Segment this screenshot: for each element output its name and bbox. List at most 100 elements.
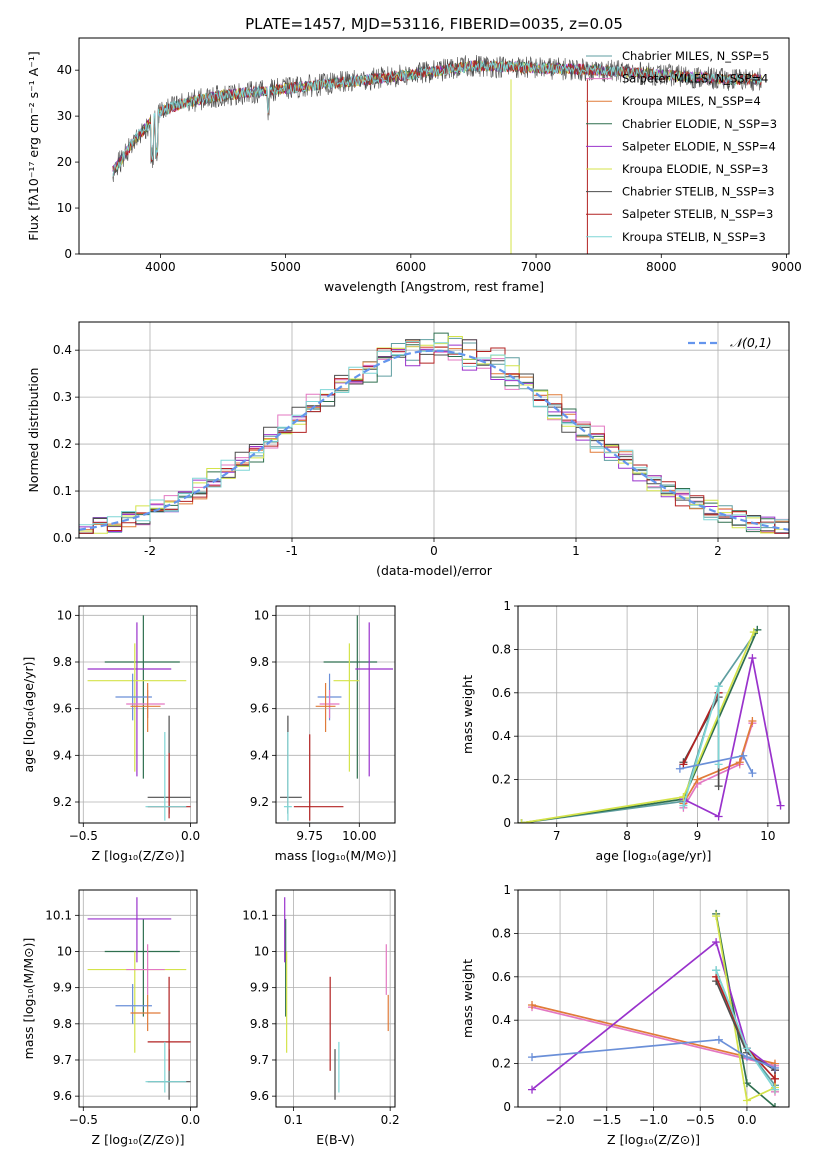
legend-label: 𝒩(0,1) bbox=[730, 335, 772, 350]
y-axis-label: mass [log₁₀(M/M⊙)] bbox=[21, 938, 36, 1060]
weight-marker bbox=[712, 912, 721, 921]
y-tick-label: 0.2 bbox=[492, 773, 511, 787]
y-tick-label: 10 bbox=[57, 608, 72, 622]
x-axis-label: E(B-V) bbox=[316, 1132, 355, 1147]
x-tick-label: 2 bbox=[714, 544, 722, 558]
weight-marker bbox=[528, 1001, 537, 1010]
y-tick-label: 9.9 bbox=[53, 981, 72, 995]
y-tick-label: 10 bbox=[254, 944, 269, 958]
x-tick-label: 10.00 bbox=[342, 829, 376, 843]
x-axis-label: age [log₁₀(age/yr)] bbox=[596, 848, 712, 863]
legend-label: Salpeter ELODIE, N_SSP=4 bbox=[622, 139, 776, 153]
weight-marker bbox=[770, 1063, 779, 1072]
y-axis-label: Normed distribution bbox=[26, 368, 41, 493]
weight-marker bbox=[675, 764, 684, 773]
weight-line bbox=[683, 657, 782, 818]
y-tick-label: 40 bbox=[57, 63, 72, 77]
y-tick-label: 9.8 bbox=[250, 1017, 269, 1031]
x-tick-label: 7000 bbox=[521, 260, 552, 274]
weight-marker bbox=[735, 758, 744, 767]
weight-marker bbox=[742, 1044, 751, 1053]
residuals-histogram: -2 -1 0 1 2 0.0 0.1 0.2 0.3 0.4 (data-model)/error… bbox=[26, 321, 790, 578]
weight-marker bbox=[518, 819, 526, 823]
plot-area bbox=[112, 54, 762, 254]
weight-marker bbox=[714, 1035, 723, 1044]
weight-marker bbox=[742, 1096, 751, 1105]
y-tick-label: 9.6 bbox=[250, 1089, 269, 1103]
x-tick-label: 8000 bbox=[646, 260, 677, 274]
y-tick-label: 0.8 bbox=[492, 926, 511, 940]
legend-label: Chabrier MILES, N_SSP=5 bbox=[622, 49, 769, 63]
x-axis-label: Z [log₁₀(Z/Z⊙)] bbox=[607, 1132, 700, 1147]
axes-frame bbox=[517, 605, 790, 824]
x-tick-label: 0.1 bbox=[284, 1113, 303, 1127]
y-tick-label: 0.4 bbox=[492, 729, 511, 743]
x-tick-label: −2.0 bbox=[545, 1113, 574, 1127]
x-tick-label: 10 bbox=[760, 829, 775, 843]
weight-marker bbox=[748, 717, 757, 726]
weight-marker bbox=[712, 966, 721, 975]
legend: Chabrier MILES, N_SSP=5 Salpeter MILES, N… bbox=[586, 49, 777, 244]
weight-marker bbox=[770, 1085, 779, 1094]
y-tick-label: 0 bbox=[503, 1100, 511, 1114]
y-tick-label: 0.1 bbox=[53, 484, 72, 498]
spectrum-chart: 4000 5000 6000 7000 8000 9000 0 10 20 30 40 wavelen… bbox=[26, 37, 802, 294]
weight-marker bbox=[714, 682, 723, 691]
x-tick-label: 9.75 bbox=[296, 829, 323, 843]
weight-marker bbox=[770, 1074, 779, 1083]
legend-label: Chabrier STELIB, N_SSP=3 bbox=[622, 185, 774, 199]
weight-marker bbox=[693, 775, 702, 784]
y-axis-label: Flux [fλ10⁻¹⁷ erg cm⁻² s⁻¹ A⁻¹] bbox=[26, 51, 41, 240]
y-tick-label: 9.8 bbox=[53, 1017, 72, 1031]
legend-label: Chabrier ELODIE, N_SSP=3 bbox=[622, 117, 777, 131]
y-tick-label: 0.6 bbox=[492, 970, 511, 984]
age-vs-mass-chart: 9.75 10.00 9.2 9.4 9.6 9.8 10 mass [log₁₀(M/M⊙)… bbox=[250, 605, 397, 863]
weight-marker bbox=[748, 654, 757, 663]
x-tick-label: −1.0 bbox=[639, 1113, 668, 1127]
plot-area bbox=[87, 897, 191, 1100]
axes-frame bbox=[275, 605, 396, 824]
y-tick-label: 10 bbox=[57, 201, 72, 215]
weight-marker bbox=[679, 801, 688, 810]
legend-label: Salpeter MILES, N_SSP=4 bbox=[622, 72, 768, 86]
x-tick-label: −0.5 bbox=[69, 829, 98, 843]
y-tick-label: 9.4 bbox=[53, 748, 72, 762]
legend-label: Salpeter STELIB, N_SSP=3 bbox=[622, 207, 773, 221]
y-tick-label: 10 bbox=[254, 608, 269, 622]
mass-vs-metallicity-chart: −0.5 0.0 9.6 9.7 9.8 9.9 10 10.1 Z [log₁₀(Z/Z⊙)]… bbox=[21, 889, 200, 1147]
x-tick-label: 5000 bbox=[270, 260, 301, 274]
massweight-vs-age-chart: 7 8 9 10 0 0.2 0.4 0.6 0.8 1 age [log₁₀(age/yr)] ma… bbox=[460, 599, 790, 863]
massweight-vs-metallicity-chart: −2.0 −1.5 −1.0 −0.5 0.0 0 0.2 0.4 0.6 0.8 1 Z [log₁… bbox=[460, 883, 790, 1147]
legend-label: Kroupa ELODIE, N_SSP=3 bbox=[622, 162, 768, 176]
figure-title: PLATE=1457, MJD=53116, FIBERID=0035, z=0… bbox=[245, 15, 623, 33]
x-tick-label: 8 bbox=[623, 829, 631, 843]
y-tick-label: 0 bbox=[503, 816, 511, 830]
y-tick-label: 9.7 bbox=[250, 1053, 269, 1067]
y-tick-label: 0.6 bbox=[492, 686, 511, 700]
weight-marker bbox=[714, 812, 723, 821]
y-tick-label: 0.2 bbox=[492, 1057, 511, 1071]
age-vs-metallicity-chart: −0.5 0.0 9.2 9.4 9.6 9.8 10 Z [log₁₀(Z/Z⊙)] age … bbox=[21, 605, 200, 863]
y-tick-label: 9.8 bbox=[53, 655, 72, 669]
y-tick-label: 0.4 bbox=[53, 343, 72, 357]
weight-marker bbox=[712, 938, 721, 947]
weight-marker bbox=[749, 628, 758, 637]
weight-marker bbox=[739, 751, 748, 760]
plot-area bbox=[528, 909, 779, 1107]
y-tick-label: 10.1 bbox=[242, 908, 269, 922]
weight-line bbox=[531, 940, 776, 1091]
y-tick-label: 9.2 bbox=[250, 795, 269, 809]
x-tick-label: -1 bbox=[286, 544, 298, 558]
x-axis-label: mass [log₁₀(M/M⊙)] bbox=[275, 848, 397, 863]
x-tick-label: 9 bbox=[694, 829, 702, 843]
x-tick-label: 9000 bbox=[771, 260, 802, 274]
spectrum-line bbox=[112, 60, 762, 176]
weight-marker bbox=[776, 801, 785, 810]
axes-frame bbox=[78, 37, 790, 255]
plot-area bbox=[284, 897, 389, 1100]
x-tick-label: 4000 bbox=[145, 260, 176, 274]
y-tick-label: 0.0 bbox=[53, 531, 72, 545]
y-tick-label: 9.8 bbox=[250, 655, 269, 669]
x-tick-label: 0.0 bbox=[181, 829, 200, 843]
